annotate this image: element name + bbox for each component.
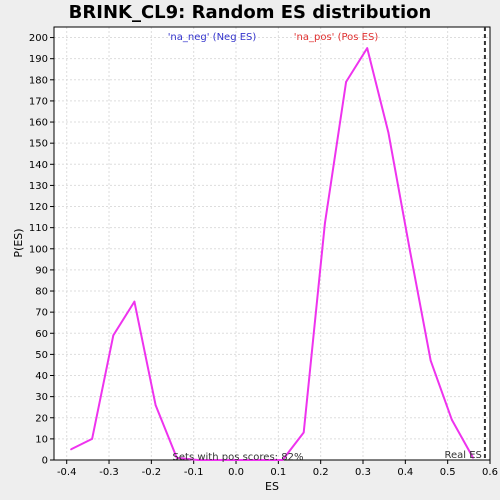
- data-point: [408, 247, 411, 250]
- y-tick-label: 110: [29, 223, 48, 234]
- y-tick-label: 60: [35, 329, 48, 340]
- x-tick-label: 0.3: [355, 467, 371, 478]
- y-tick-label: 180: [29, 75, 48, 86]
- y-axis-label: P(ES): [12, 228, 25, 257]
- x-tick-label: -0.1: [184, 467, 204, 478]
- y-tick-label: 160: [29, 118, 48, 129]
- y-tick-label: 30: [35, 392, 48, 403]
- data-point: [281, 459, 284, 461]
- y-tick-label: 200: [29, 33, 48, 44]
- real-es-layer: Real ES: [445, 27, 486, 461]
- x-tick-label: 0.5: [440, 467, 456, 478]
- x-tick-label: 0.6: [482, 467, 498, 478]
- x-tick-label: -0.4: [57, 467, 77, 478]
- y-tick-label: 190: [29, 54, 48, 65]
- axes: 0 10 20 30 40 50 60 70 80 90 100 110 120 130 140 150 160…: [29, 26, 498, 478]
- legend-entry: 'na_neg' (Neg ES): [168, 32, 257, 43]
- y-tick-label: 20: [35, 413, 48, 424]
- x-tick-label: 0.4: [397, 467, 413, 478]
- data-point: [112, 334, 115, 337]
- y-tick-label: 140: [29, 160, 48, 171]
- series-layer: [70, 47, 474, 461]
- y-tick-label: 70: [35, 308, 48, 319]
- x-tick-label: 0.0: [228, 467, 244, 478]
- x-axis-label: ES: [265, 480, 279, 493]
- data-point: [472, 457, 474, 459]
- data-point: [70, 448, 72, 451]
- data-point: [302, 431, 305, 434]
- y-tick-label: 40: [35, 371, 48, 382]
- x-tick-label: -0.2: [142, 467, 162, 478]
- y-tick-label: 90: [35, 265, 48, 276]
- y-tick-label: 120: [29, 202, 48, 213]
- grid-lines: [54, 27, 491, 461]
- data-point: [133, 300, 136, 303]
- y-tick-label: 80: [35, 287, 48, 298]
- pos-scores-annotation: Sets with pos scores: 82%: [173, 452, 304, 463]
- y-tick-label: 170: [29, 96, 48, 107]
- x-tick-label: 0.2: [313, 467, 329, 478]
- y-tick-label: 0: [42, 456, 48, 467]
- data-point: [345, 81, 347, 83]
- data-point: [91, 438, 93, 440]
- data-point: [451, 419, 453, 421]
- real-es-label: Real ES: [445, 450, 482, 461]
- x-tick-label: 0.1: [270, 467, 286, 478]
- plot-area: [54, 27, 490, 460]
- legend-entry: 'na_pos' (Pos ES): [294, 32, 379, 43]
- legend: 'na_neg' (Neg ES) 'na_pos' (Pos ES): [168, 32, 379, 43]
- x-tick-label: -0.3: [99, 467, 119, 478]
- y-tick-label: 100: [29, 244, 48, 255]
- y-tick-label: 130: [29, 181, 48, 192]
- data-point: [197, 459, 199, 461]
- chart-title: BRINK_CL9: Random ES distribution: [69, 2, 432, 23]
- y-tick-label: 10: [35, 434, 48, 445]
- data-point: [387, 131, 390, 134]
- data-point: [324, 222, 326, 225]
- data-point: [366, 47, 369, 49]
- data-point: [175, 457, 178, 459]
- y-tick-label: 50: [35, 350, 48, 361]
- y-tick-label: 150: [29, 139, 48, 150]
- data-point: [429, 359, 432, 362]
- data-point: [154, 404, 157, 406]
